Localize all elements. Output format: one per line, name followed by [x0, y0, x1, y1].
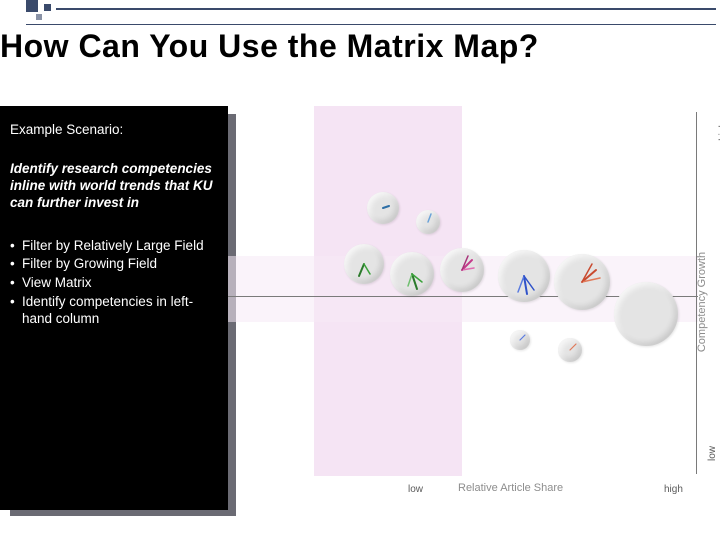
sidebar-step: •View Matrix: [10, 275, 216, 292]
sidebar-step: •Filter by Growing Field: [10, 256, 216, 273]
sidebar-step-label: View Matrix: [22, 275, 92, 290]
x-axis-labels: low Relative Article Share high: [248, 480, 688, 504]
chart-bubble: [440, 248, 484, 292]
x-axis-title: Relative Article Share: [458, 482, 563, 494]
y-axis-labels: high Competency Growth low: [698, 116, 720, 476]
sidebar-heading: Example Scenario:: [10, 122, 216, 139]
sidebar-step-label: Filter by Relatively Large Field: [22, 238, 204, 253]
chart-bubble: [558, 338, 582, 362]
content-area: Example Scenario: Identify research comp…: [0, 106, 720, 526]
header-decoration: [0, 0, 720, 28]
y-axis-title: Competency Growth: [696, 252, 708, 352]
sidebar-steps-list: •Filter by Relatively Large Field •Filte…: [10, 238, 216, 328]
sidebar-step-label: Identify competencies in left-hand colum…: [22, 294, 193, 326]
chart-bubble: [614, 282, 678, 346]
matrix-chart: low Relative Article Share high high Com…: [228, 106, 720, 510]
chart-bubble: [367, 192, 399, 224]
chart-bubble: [554, 254, 610, 310]
scenario-sidebar: Example Scenario: Identify research comp…: [0, 106, 228, 510]
chart-bubble: [416, 210, 440, 234]
sidebar-step-label: Filter by Growing Field: [22, 256, 157, 271]
x-axis-low-label: low: [408, 484, 423, 495]
chart-bubble: [344, 244, 384, 284]
page-title: How Can You Use the Matrix Map?: [0, 28, 720, 65]
chart-bubble: [390, 252, 434, 296]
sidebar-scenario-text: Identify research competencies inline wi…: [10, 161, 216, 212]
x-axis-high-label: high: [664, 484, 683, 495]
sidebar-step: •Filter by Relatively Large Field: [10, 238, 216, 255]
sidebar-step: •Identify competencies in left-hand colu…: [10, 294, 216, 328]
chart-bubble: [510, 330, 530, 350]
y-axis-low-label: low: [707, 446, 718, 461]
chart-bubble: [498, 250, 550, 302]
